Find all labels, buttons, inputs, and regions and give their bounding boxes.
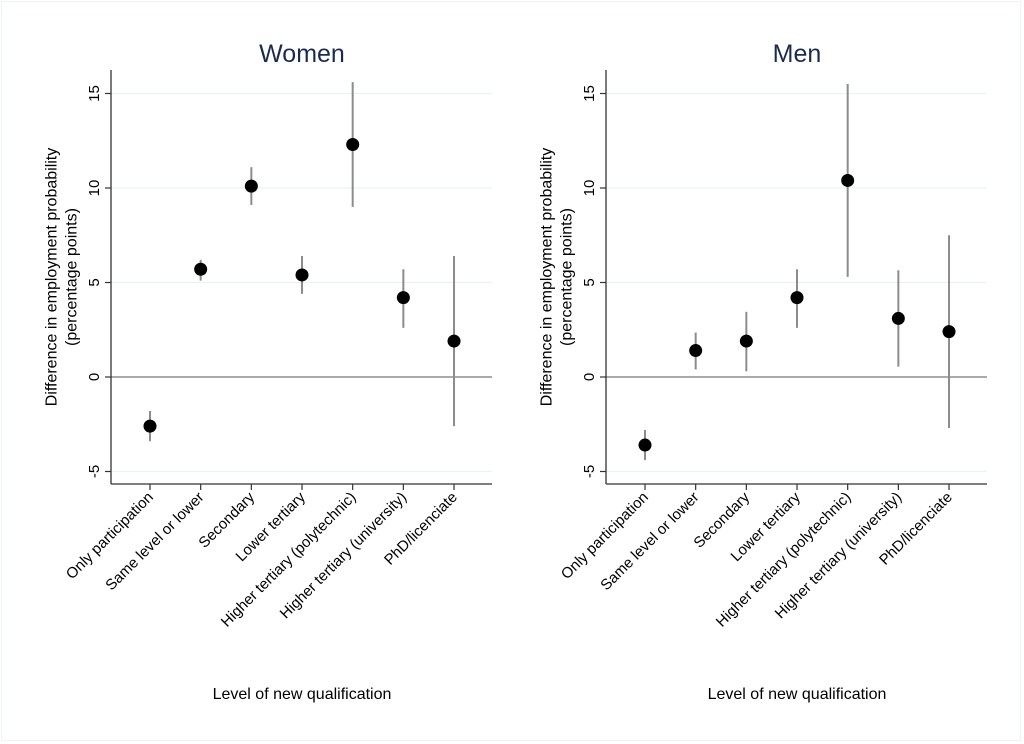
point-estimate [295,268,309,282]
x-axis-label: Level of new qualification [708,686,887,703]
point-estimate [244,179,258,193]
x-tick-label: Only participation [63,489,157,583]
panel-title: Men [773,40,822,68]
point-estimate [739,334,753,348]
y-tick-label: 10 [86,180,103,197]
point-estimate [841,173,855,187]
y-axis-label-line1: Difference in employment probability [539,148,556,407]
point-estimate [396,291,410,305]
y-tick-label: 0 [581,373,598,381]
x-tick-label: Same level or lower [102,489,207,594]
y-tick-label: 5 [86,278,103,286]
point-estimate [194,262,208,276]
panel-title: Women [259,40,345,68]
y-axis-label-line2: (percentage points) [559,208,576,346]
point-estimate [143,419,157,433]
point-estimate [891,311,905,325]
point-estimate [790,291,804,305]
y-tick-label: 15 [581,85,598,102]
y-tick-label: 0 [86,373,103,381]
y-tick-label: -5 [86,465,103,478]
point-estimate [638,438,652,452]
point-estimate [942,325,956,339]
panel-women: Women -5 0 5 10 15 Difference in employment p… [44,40,492,703]
panel-men: Men -5 0 5 10 15 Difference in employment pro… [539,40,987,703]
point-estimate [447,334,461,348]
x-tick-label: Same level or lower [597,489,702,594]
y-tick-label: 15 [86,85,103,102]
point-estimate [346,138,360,152]
y-tick-label: 10 [581,180,598,197]
x-axis-label: Level of new qualification [213,686,392,703]
y-axis-label-line1: Difference in employment probability [44,148,61,407]
y-axis-label-line2: (percentage points) [64,208,81,346]
y-tick-label: 5 [581,278,598,286]
point-estimate [689,344,703,358]
y-tick-label: -5 [581,465,598,478]
x-tick-label: Only participation [558,489,652,583]
